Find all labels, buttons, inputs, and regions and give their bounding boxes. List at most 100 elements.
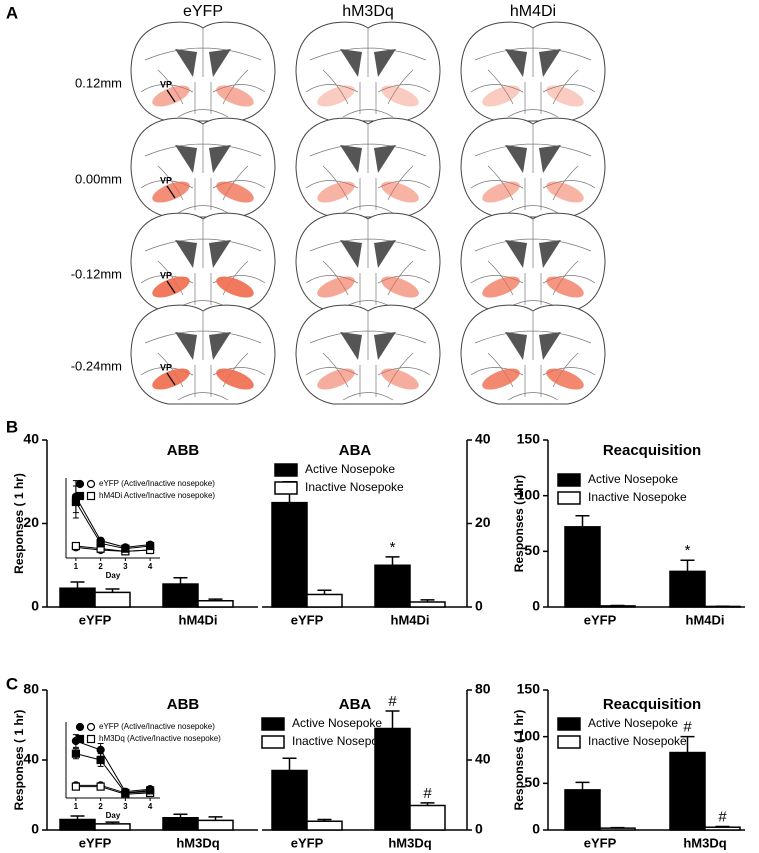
vp-expression [482, 181, 520, 203]
chart-title: Reacquisition [603, 442, 701, 459]
bar [564, 789, 601, 831]
brain-inner [305, 124, 431, 214]
y-axis-label: Responses ( 1 hr) [12, 710, 26, 811]
bar [669, 751, 706, 831]
legend-swatch [274, 463, 298, 477]
bar [564, 526, 601, 608]
bar [271, 769, 308, 831]
brain-inner [470, 28, 596, 118]
y-tick-label: 40 [23, 431, 39, 447]
x-tick-label: hM4Di [391, 612, 430, 627]
vp-expression [546, 368, 584, 390]
vp-expression [381, 368, 419, 390]
legend-label: Inactive Nosepoke [588, 490, 687, 504]
error-bar [575, 781, 590, 790]
x-tick-label: eYFP [79, 835, 112, 850]
significance-marker: # [683, 719, 692, 736]
y-tick-label: 0 [31, 821, 39, 837]
brain-inner [140, 28, 266, 118]
inset-line [75, 784, 151, 794]
y-tick-label: 40 [475, 431, 491, 447]
legend-swatch [274, 481, 298, 495]
legend-label: Active Nosepoke [292, 716, 382, 730]
error-bar [680, 559, 695, 572]
inset-point [121, 544, 130, 553]
ventricle [175, 49, 231, 77]
x-tick-label: eYFP [584, 612, 617, 627]
bar [94, 823, 131, 831]
y-tick-label: 100 [517, 486, 541, 502]
y-tick-label: 150 [517, 681, 541, 697]
vp-expression [482, 276, 520, 298]
brain-inner [140, 124, 266, 214]
bar [306, 820, 343, 831]
vp-expression [381, 276, 419, 298]
bar [704, 826, 741, 831]
inset-point [96, 745, 105, 754]
y-tick-label: 40 [23, 751, 39, 767]
error-bar [680, 735, 695, 753]
x-tick-label: hM4Di [179, 612, 218, 627]
vp-expression [216, 85, 254, 107]
brain-inner [305, 28, 431, 118]
bar [409, 804, 446, 831]
ventricle [505, 332, 561, 360]
inset-point [71, 782, 80, 791]
inset-point [86, 722, 96, 732]
inset-x-label: Day [106, 571, 121, 580]
vp-expression [216, 368, 254, 390]
ventricle [340, 332, 396, 360]
ventricle [505, 49, 561, 77]
vp-expression [546, 181, 584, 203]
bar [162, 817, 199, 831]
y-tick-label: 80 [475, 681, 491, 697]
inset-line [75, 545, 151, 552]
y-axis-label: Responses ( 1hr) [512, 475, 526, 572]
x-tick-label: eYFP [79, 612, 112, 627]
brain-inner [470, 219, 596, 309]
vp-label: VP [160, 270, 172, 280]
y-tick-label: 100 [517, 727, 541, 743]
inset-tick-label: 3 [123, 802, 128, 811]
significance-marker: # [718, 808, 727, 825]
panel-label: C [6, 674, 18, 693]
vp-expression [317, 181, 355, 203]
bar [409, 601, 446, 608]
vp-expression [216, 276, 254, 298]
inset-x-label: Day [106, 811, 121, 820]
legend-label: Inactive Nosepoke [305, 480, 404, 494]
y-tick-label: 150 [517, 431, 541, 447]
column-title: hM3Dq [342, 3, 394, 20]
error-bar [385, 710, 400, 729]
vp-pointer [166, 280, 176, 294]
brain-inner [140, 311, 266, 401]
x-tick-label: eYFP [291, 835, 324, 850]
y-tick-label: 0 [31, 598, 39, 614]
inset-point [86, 734, 96, 744]
inset-point [146, 786, 155, 795]
significance-marker: # [388, 693, 397, 710]
inset-tick-label: 2 [98, 802, 103, 811]
bar [162, 583, 199, 608]
y-tick-label: 20 [475, 514, 491, 530]
inset-point [71, 497, 80, 507]
y-axis-label: Responses ( 1 hr) [12, 473, 26, 574]
ventricle [340, 49, 396, 77]
x-tick-label: hM4Di [686, 612, 725, 627]
legend-swatch [557, 473, 581, 487]
chart-title: ABB [167, 442, 200, 459]
vp-pointer [166, 372, 176, 386]
legend-label: Active Nosepoke [305, 462, 395, 476]
inset-tick-label: 4 [148, 802, 153, 811]
inset-point [86, 479, 96, 489]
chart-title: ABA [339, 442, 372, 459]
brain-inner [305, 219, 431, 309]
inset-tick-label: 1 [74, 562, 79, 571]
inset-point [96, 782, 105, 791]
vp-expression [317, 276, 355, 298]
inset-legend-label: eYFP (Active/Inactive nosepoke) [99, 722, 215, 731]
y-tick-label: 20 [23, 514, 39, 530]
bar [94, 591, 131, 608]
inset-legend-label: hM3Dq (Active/Inactive nosepoke) [99, 734, 221, 743]
vp-expression [546, 85, 584, 107]
